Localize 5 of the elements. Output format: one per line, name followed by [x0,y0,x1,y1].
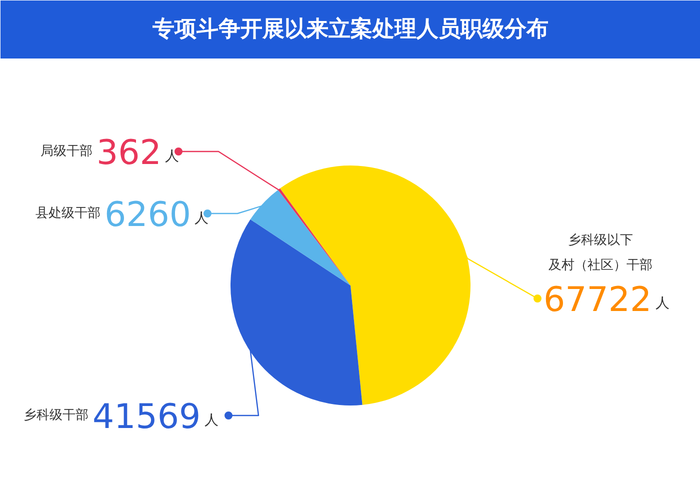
slice-label: 局级干部 [40,144,92,159]
chart-title: 专项斗争开展以来立案处理人员职级分布 [152,16,548,42]
slice-label: 乡科级以下及村（社区）干部 [548,233,652,273]
slice-label: 县处级干部 [36,206,100,221]
slice-label: 乡科级干部 [24,408,88,423]
